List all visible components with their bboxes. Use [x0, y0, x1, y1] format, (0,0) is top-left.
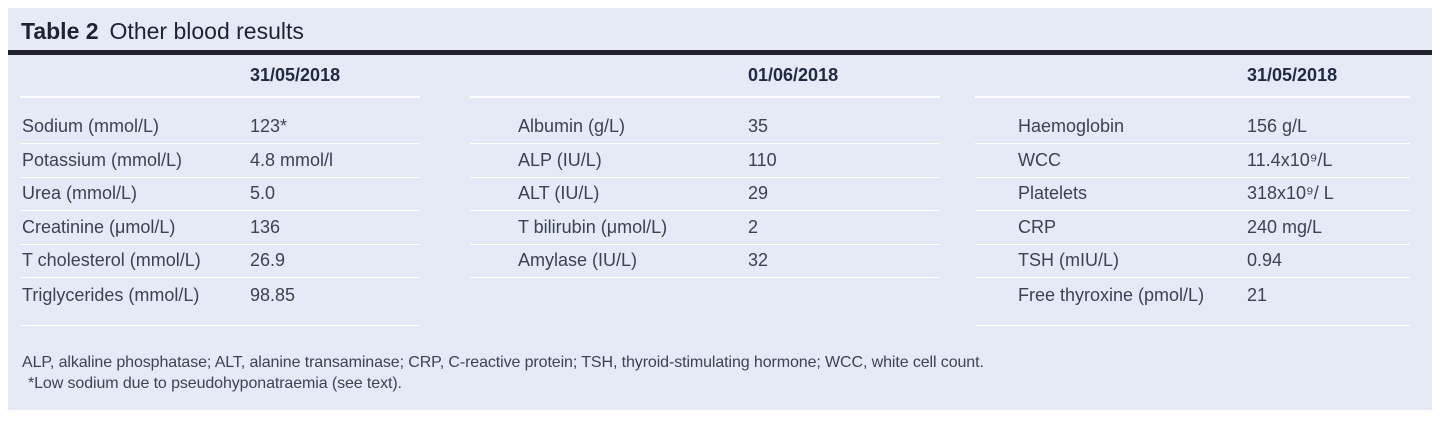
result-value: 35 — [748, 116, 769, 137]
column-group-2: 01/06/2018 Albumin (g/L) 35 ALP (IU/L) 110 AL… — [470, 55, 940, 326]
result-label: TSH (mIU/L) — [1018, 250, 1119, 271]
result-label: Free thyroxine (pmol/L) — [1018, 285, 1205, 305]
results-rows: Sodium (mmol/L) 123* Potassium (mmol/L) 4.8… — [20, 111, 420, 326]
result-row: ALT (IU/L) 29 — [470, 178, 940, 211]
result-label: Platelets — [1018, 183, 1088, 204]
result-value: 0.94 — [1247, 250, 1283, 271]
results-groups: 31/05/2018 Sodium (mmol/L) 123* Potassium (… — [8, 55, 1432, 326]
column-group-1: 31/05/2018 Sodium (mmol/L) 123* Potassium (… — [20, 55, 420, 326]
date-column-header: 31/05/2018 — [975, 55, 1410, 98]
result-value: 2 — [748, 216, 759, 237]
result-row: ALP (IU/L) 110 — [470, 144, 940, 178]
result-row: WCC 11.4x10⁹/L — [975, 144, 1410, 178]
result-value: 136 — [250, 216, 281, 237]
result-label: T cholesterol (mmol/L) — [22, 250, 201, 271]
result-value: 123* — [250, 116, 288, 137]
asterisk-footnote: *Low sodium due to pseudohyponatraemia (… — [28, 374, 402, 392]
footnotes: ALP, alkaline phosphatase; ALT, alanine … — [8, 326, 1432, 394]
column-group-3: 31/05/2018 Haemoglobin 156 g/L WCC 11.4x10⁹/… — [975, 55, 1410, 326]
table-caption: Other blood results — [109, 18, 304, 44]
result-row: Amylase (IU/L) 32 — [470, 245, 940, 278]
result-value: 21 — [1247, 285, 1268, 305]
table-number-label: Table 2 — [21, 18, 99, 44]
table-title: Table 2 Other blood results — [8, 8, 1432, 50]
result-label: Albumin (g/L) — [518, 116, 626, 137]
result-row: Platelets 318x10⁹/ L — [975, 178, 1410, 211]
result-value: 11.4x10⁹/L — [1247, 149, 1333, 170]
result-value: 5.0 — [250, 183, 276, 204]
result-label: CRP — [1018, 216, 1057, 237]
result-row: CRP 240 mg/L — [975, 211, 1410, 245]
title-rule — [8, 50, 1432, 55]
result-label: ALP (IU/L) — [518, 149, 602, 170]
result-value: 26.9 — [250, 250, 286, 271]
result-row: Urea (mmol/L) 5.0 — [20, 178, 420, 211]
result-value: 32 — [748, 250, 769, 271]
result-row: Sodium (mmol/L) 123* — [20, 111, 420, 144]
result-label: WCC — [1018, 149, 1061, 170]
date-column-header: 01/06/2018 — [470, 55, 940, 98]
result-row: Creatinine (μmol/L) 136 — [20, 211, 420, 245]
result-label: Potassium (mmol/L) — [22, 149, 183, 170]
results-rows: Haemoglobin 156 g/L WCC 11.4x10⁹/L Platelets… — [975, 111, 1410, 326]
result-value: 29 — [748, 183, 769, 204]
result-row: Albumin (g/L) 35 — [470, 111, 940, 144]
result-row: Potassium (mmol/L) 4.8 mmol/l — [20, 144, 420, 178]
result-row: Triglycerides (mmol/L) 98.85 — [20, 278, 420, 326]
result-label: Creatinine (μmol/L) — [22, 216, 176, 237]
result-label: ALT (IU/L) — [518, 183, 600, 204]
result-value: 156 g/L — [1247, 116, 1308, 137]
result-label: Haemoglobin — [1018, 116, 1125, 137]
results-rows: Albumin (g/L) 35 ALP (IU/L) 110 ALT (IU/L) 29… — [470, 111, 940, 278]
result-row: T bilirubin (μmol/L) 2 — [470, 211, 940, 245]
result-label: Urea (mmol/L) — [22, 183, 138, 204]
result-label: T bilirubin (μmol/L) — [518, 216, 668, 237]
abbreviations-footnote: ALP, alkaline phosphatase; ALT, alanine … — [22, 353, 984, 371]
date-column-header: 31/05/2018 — [20, 55, 420, 98]
result-label: Triglycerides (mmol/L) — [22, 285, 200, 305]
result-row: Free thyroxine (pmol/L) 21 — [975, 278, 1410, 326]
blood-results-table-panel: Table 2 Other blood results 31/05/2018 Sod… — [8, 8, 1432, 410]
result-value: 4.8 mmol/l — [250, 149, 334, 170]
result-value: 110 — [748, 149, 777, 170]
result-value: 318x10⁹/ L — [1247, 183, 1334, 204]
result-row: T cholesterol (mmol/L) 26.9 — [20, 245, 420, 278]
result-label: Amylase (IU/L) — [518, 250, 638, 271]
result-value: 240 mg/L — [1247, 216, 1323, 237]
result-row: Haemoglobin 156 g/L — [975, 111, 1410, 144]
result-label: Sodium (mmol/L) — [22, 116, 160, 137]
result-row: TSH (mIU/L) 0.94 — [975, 245, 1410, 278]
result-value: 98.85 — [250, 285, 296, 305]
